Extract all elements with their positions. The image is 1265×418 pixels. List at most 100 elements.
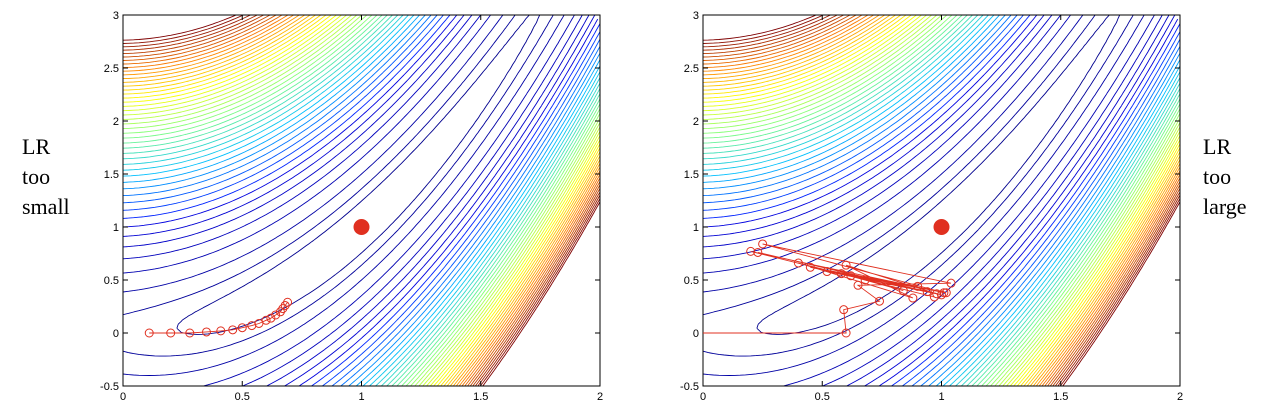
path-point: [841, 260, 851, 270]
contour-level: [123, 15, 600, 386]
path-point: [805, 262, 815, 272]
x-tick-label: 2: [597, 391, 603, 403]
contour-level: [703, 15, 1180, 386]
contour-level: [123, 15, 600, 386]
contour-level: [123, 15, 600, 386]
contour-level: [703, 15, 1180, 386]
contour-level: [123, 15, 600, 386]
contour-level: [703, 15, 1180, 386]
contour-level: [123, 15, 565, 376]
y-tick-label: 0: [113, 328, 119, 340]
path-point: [746, 246, 756, 256]
y-tick-label: 0.5: [684, 275, 699, 287]
contour-level: [703, 15, 1180, 386]
label-left-line-2: too: [22, 164, 51, 189]
contour-level: [703, 15, 1170, 386]
path-point: [280, 300, 290, 310]
y-tick-label: 1: [693, 222, 699, 234]
y-tick-label: -0.5: [680, 381, 699, 393]
x-tick-label: 0.5: [235, 391, 250, 403]
label-left-line-3: small: [22, 194, 70, 219]
contour-level: [123, 15, 590, 386]
side-label-left: LR too small: [22, 132, 70, 222]
contour-level: [703, 15, 1180, 386]
y-tick-label: 1.5: [104, 169, 119, 181]
contour-level: [123, 15, 600, 386]
contour-level: [123, 15, 596, 386]
y-tick-label: 0: [693, 328, 699, 340]
contour-level: [123, 15, 600, 386]
contour-level: [123, 15, 600, 386]
path-point: [898, 286, 908, 296]
contour-level: [123, 15, 600, 386]
minimum-marker: [353, 219, 370, 235]
path-point: [836, 269, 846, 279]
path-point: [937, 290, 946, 300]
contour-level: [123, 15, 600, 386]
path-point: [939, 288, 949, 298]
label-left-line-1: LR: [22, 134, 51, 159]
contour-lines: [123, 15, 600, 386]
contour-level: [703, 15, 1180, 386]
contour-level: [123, 15, 600, 386]
contour-level: [703, 15, 1180, 386]
contour-level: [703, 15, 1180, 386]
contour-level: [703, 15, 1145, 376]
contour-level: [123, 15, 600, 386]
contour-level: [123, 15, 600, 386]
y-tick-label: 2.5: [104, 63, 119, 75]
y-tick-label: 1: [113, 222, 119, 234]
contour-level: [703, 15, 1180, 386]
path-point: [283, 297, 293, 307]
y-tick-label: 3: [693, 10, 699, 22]
contour-level: [703, 15, 1155, 386]
contour-level: [123, 15, 600, 386]
contour-level: [123, 15, 600, 386]
path-line: [703, 243, 952, 334]
contour-level: [703, 15, 1180, 386]
contour-level: [703, 15, 1180, 386]
contour-level: [123, 15, 600, 386]
label-right-line-3: large: [1203, 194, 1247, 219]
path-point: [932, 289, 942, 299]
path-point: [793, 258, 803, 268]
path-point: [822, 267, 832, 277]
contour-level: [703, 15, 1180, 386]
contour-chart-large-lr: 0 0.5 1 1.5 2-0.500.511.522.53: [680, 10, 1183, 403]
contour-level: [123, 15, 600, 386]
x-tick-label: 1.5: [473, 391, 488, 403]
contour-level: [123, 15, 600, 386]
y-tick-label: 0.5: [104, 275, 119, 287]
path-point: [185, 328, 195, 338]
y-tick-label: 2: [113, 116, 119, 128]
path-point: [201, 327, 211, 337]
path-point: [846, 271, 856, 281]
path-point: [946, 278, 956, 288]
contour-level: [703, 15, 1180, 386]
contour-lines: [703, 15, 1180, 386]
contour-level: [703, 15, 1180, 386]
minimum-marker: [933, 219, 950, 235]
x-tick-label: 1: [358, 391, 364, 403]
path-point: [271, 310, 281, 320]
contour-chart-small-lr: 0 0.5 1 1.5 2-0.500.511.522.53: [100, 10, 603, 403]
y-tick-label: 3: [113, 10, 119, 22]
x-tick-label: 1: [938, 391, 944, 403]
path-point: [228, 325, 238, 335]
contour-level: [123, 15, 600, 386]
contour-level: [123, 15, 600, 386]
contour-level: [703, 15, 1180, 386]
contour-level: [123, 15, 600, 386]
contour-level: [123, 15, 599, 386]
contour-level: [123, 15, 600, 386]
path-point: [266, 313, 276, 323]
contour-level: [703, 15, 1180, 386]
x-tick-label: 2: [1177, 391, 1183, 403]
path-point: [216, 326, 226, 336]
x-tick-label: 0: [700, 391, 706, 403]
path-point: [860, 275, 870, 285]
y-tick-label: 1.5: [684, 169, 699, 181]
contour-level: [123, 15, 600, 386]
path-point: [237, 323, 247, 333]
label-right-line-2: too: [1203, 164, 1232, 189]
